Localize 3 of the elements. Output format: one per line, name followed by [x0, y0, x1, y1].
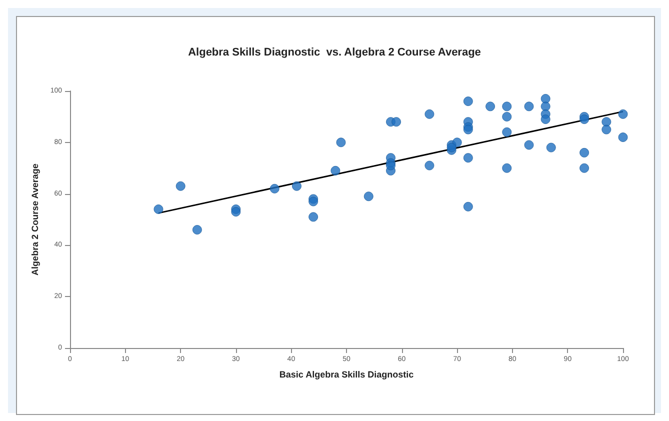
x-axis-title: Basic Algebra Skills Diagnostic: [279, 370, 414, 380]
y-axis-title: Algebra 2 Course Average: [30, 164, 40, 276]
chart-title: Algebra Skills Diagnostic vs. Algebra 2 Course Average: [188, 46, 481, 58]
